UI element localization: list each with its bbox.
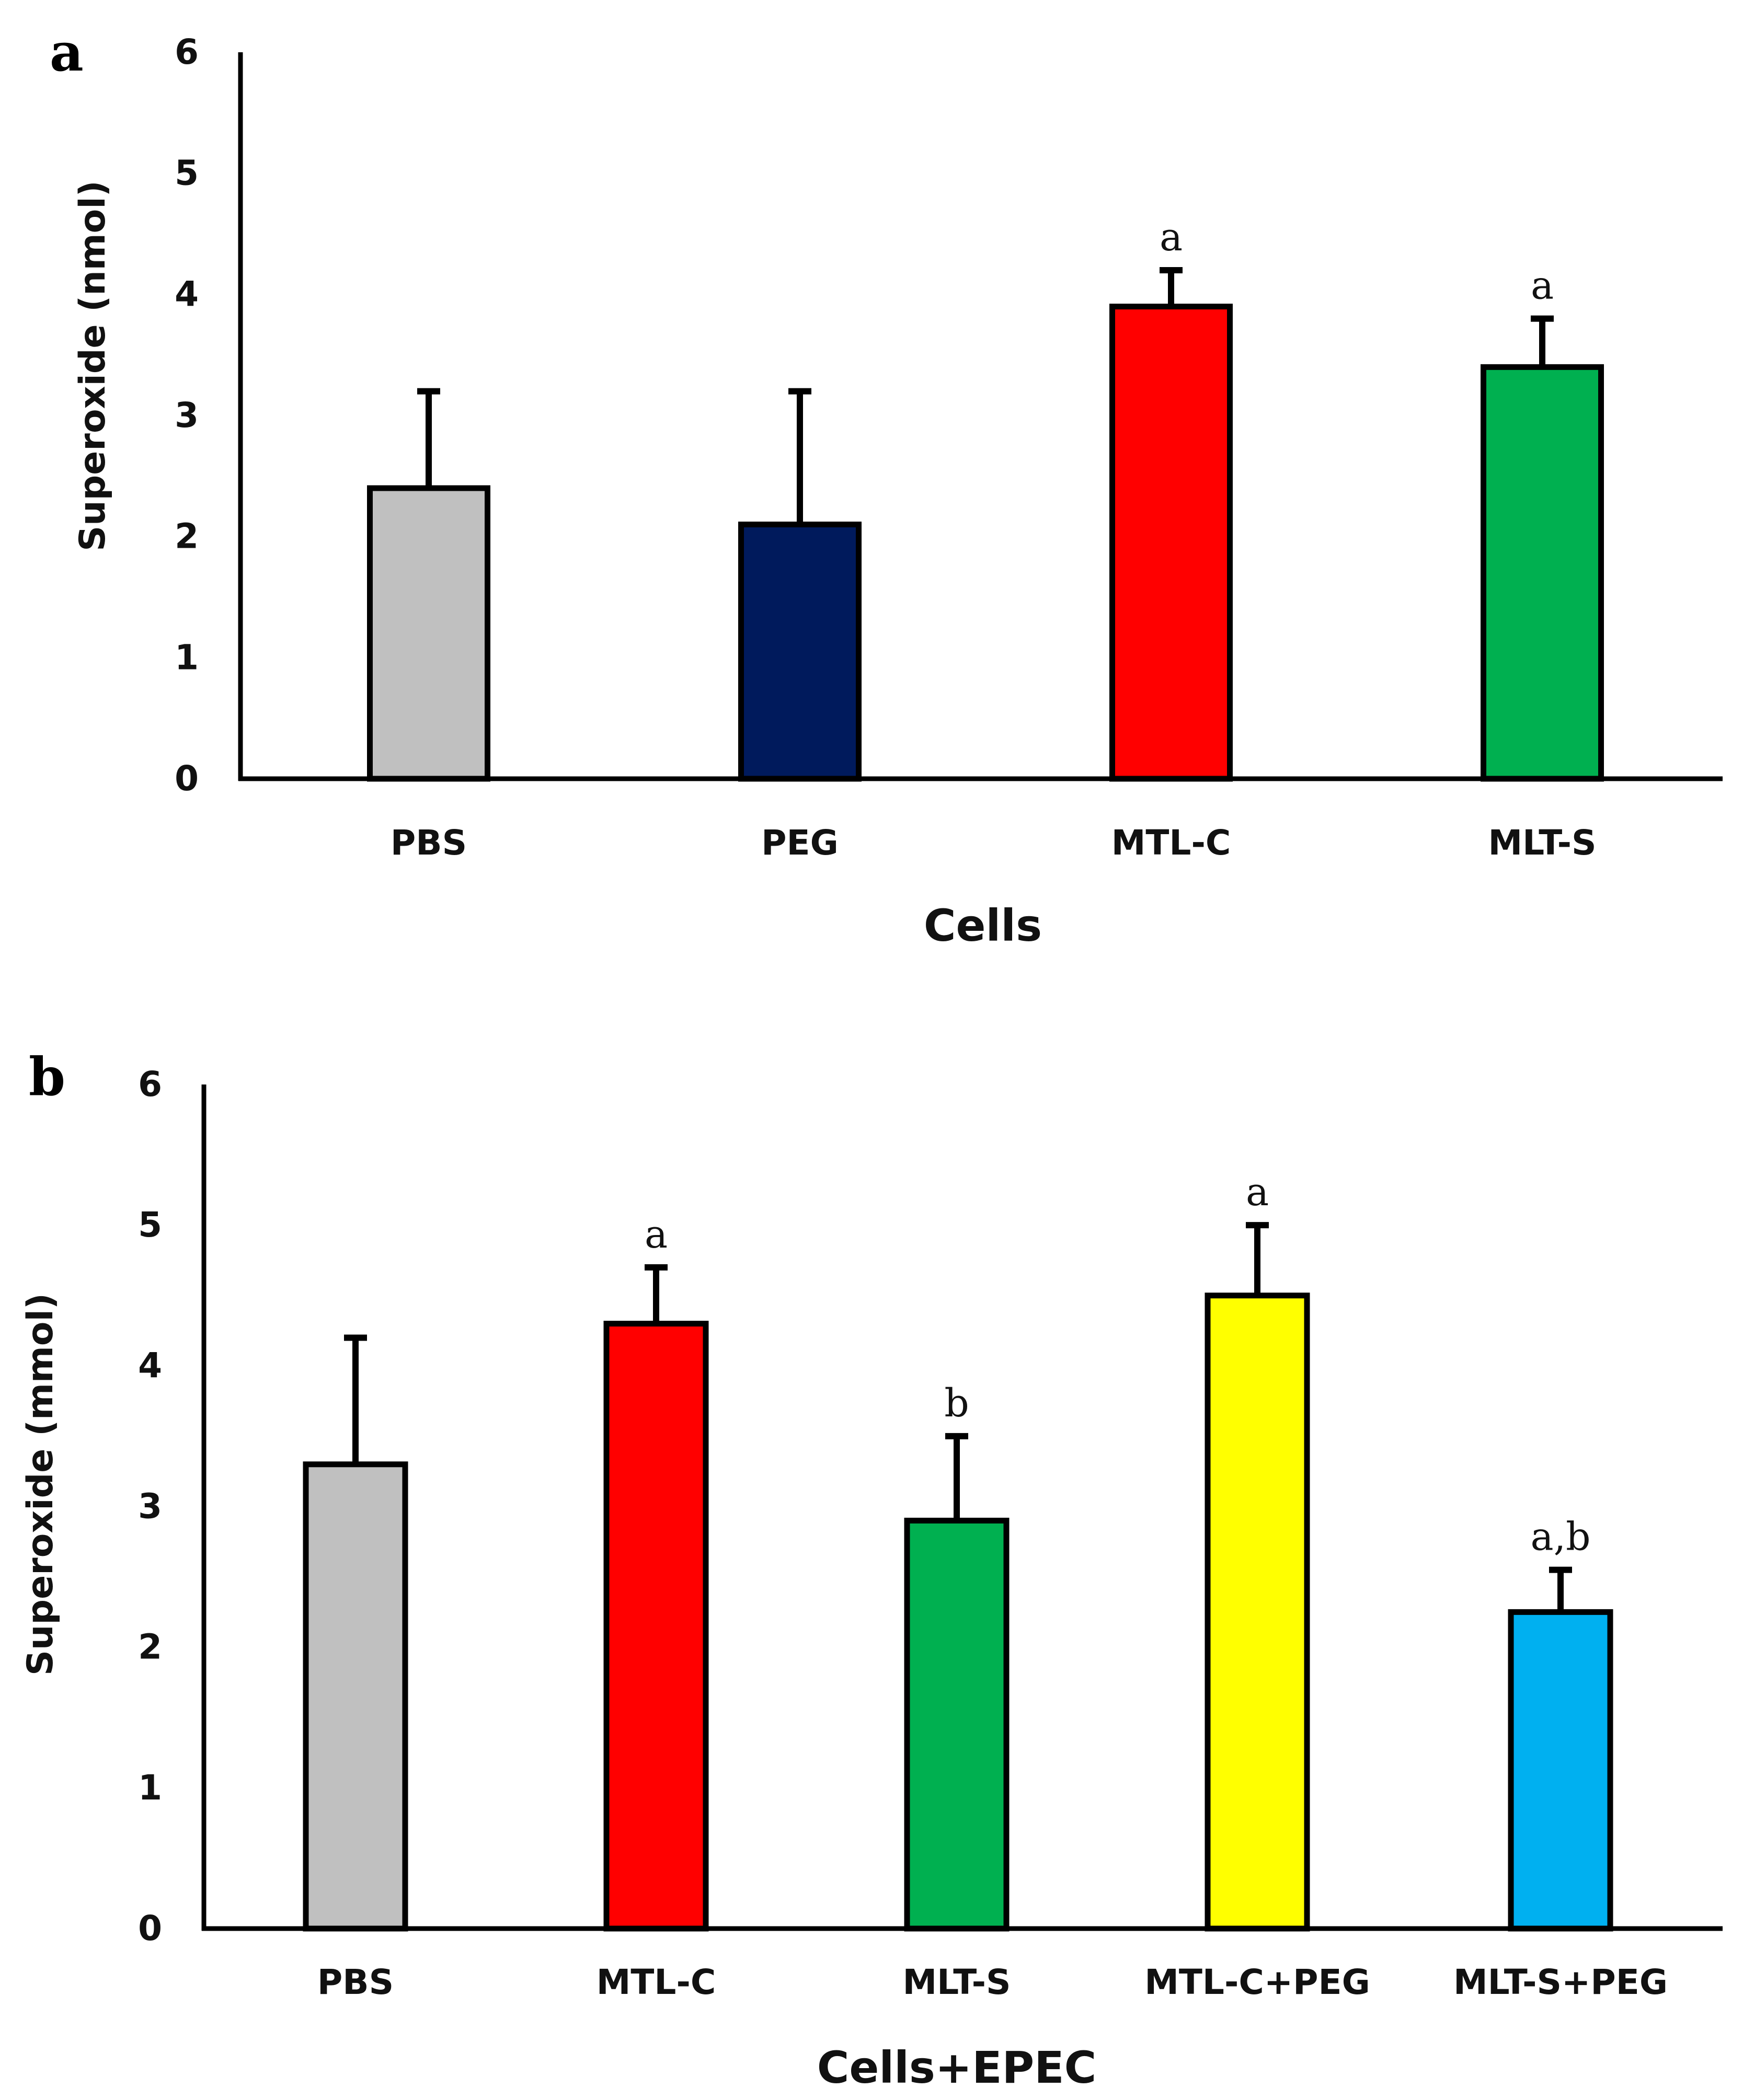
bar [1508, 1609, 1613, 1932]
x-tick-label: MTL-C+PEG [1144, 1962, 1370, 2002]
significance-label: a [1160, 215, 1183, 260]
bar [303, 1461, 408, 1932]
bar [367, 485, 490, 782]
y-tick-label: 4 [138, 1345, 162, 1386]
significance-label: a [1531, 263, 1554, 308]
x-tick-label: MLT-S [1488, 823, 1596, 863]
x-tick-label: PEG [761, 823, 839, 863]
y-tick-label: 2 [138, 1627, 162, 1667]
y-tick-label: 6 [175, 32, 199, 72]
y-tick-label: 4 [175, 274, 199, 314]
x-axis-title: Cells+EPEC [817, 2042, 1097, 2093]
significance-label: a,b [1530, 1515, 1590, 1560]
significance-label: b [944, 1381, 969, 1426]
significance-label: a [1246, 1170, 1269, 1215]
bar [603, 1321, 709, 1932]
panel-letter: b [29, 1046, 65, 1107]
bar [1109, 304, 1233, 782]
y-tick-label: 0 [138, 1908, 162, 1948]
bar [1205, 1293, 1310, 1932]
x-tick-label: MTL-C [1111, 823, 1231, 863]
x-tick-label: PBS [391, 823, 467, 863]
bar [904, 1517, 1010, 1932]
y-tick-label: 3 [138, 1486, 162, 1527]
y-tick-label: 5 [138, 1205, 162, 1245]
y-axis-title: Superoxide (nmol) [72, 180, 113, 551]
y-tick-label: 6 [138, 1064, 162, 1104]
y-tick-label: 0 [175, 758, 199, 799]
x-tick-label: MLT-S+PEG [1453, 1962, 1668, 2002]
y-axis-title: Superoxide (mmol) [20, 1293, 61, 1676]
bar [1481, 364, 1604, 782]
y-tick-label: 1 [138, 1768, 162, 1808]
significance-label: a [645, 1212, 668, 1257]
x-tick-label: MLT-S [902, 1962, 1011, 2002]
panel-b-chart: b PBS a MTL-C b MLT-S a MTL-C+PEG a,b MLT-S+PEG 0 1… [20, 1046, 1723, 2093]
x-tick-label: MTL-C [597, 1962, 716, 2002]
y-tick-label: 1 [175, 637, 199, 677]
x-axis-title: Cells [924, 900, 1042, 951]
y-tick-label: 5 [175, 153, 199, 193]
y-tick-label: 3 [175, 395, 199, 435]
panel-a-chart: a PBS PEG a MTL-C a MLT-S 0 1 2 3 4 5 6 Cells Superoxid… [50, 21, 1723, 951]
y-tick-label: 2 [175, 516, 199, 557]
bar [738, 522, 862, 782]
x-tick-label: PBS [317, 1962, 394, 2002]
panel-letter: a [50, 21, 84, 83]
